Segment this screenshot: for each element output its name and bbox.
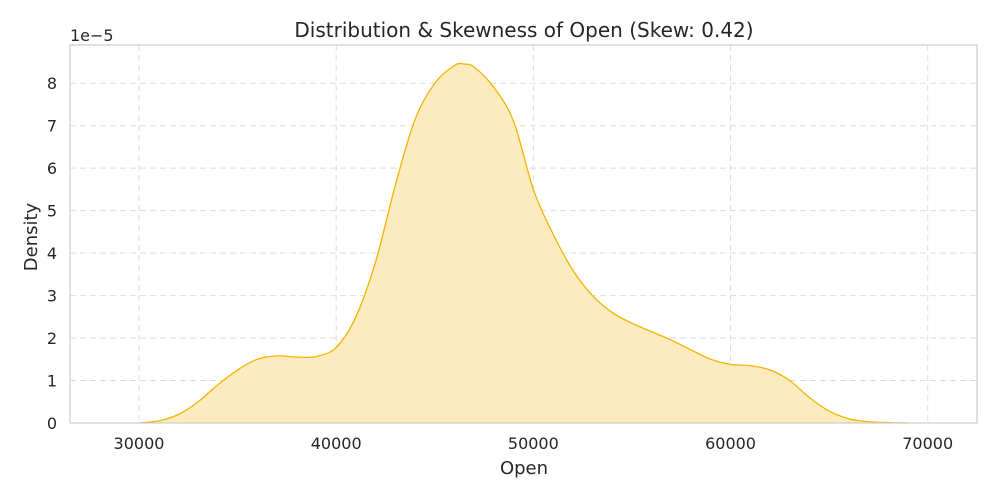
density-series [138, 62, 909, 424]
y-tick-label: 7 [47, 117, 57, 136]
y-tick-label: 8 [47, 74, 57, 93]
x-axis-label: Open [500, 458, 548, 479]
x-axis-ticks: 30000 40000 50000 60000 70000 [114, 434, 954, 453]
y-tick-label: 1 [47, 372, 57, 391]
y-axis-label: Density [21, 202, 42, 271]
y-tick-label: 0 [47, 414, 57, 433]
x-tick-label: 70000 [902, 434, 953, 453]
y-tick-label: 5 [47, 202, 57, 221]
plot-frame [69, 44, 978, 424]
y-tick-label: 3 [47, 287, 57, 306]
y-tick-label: 4 [47, 244, 57, 263]
y-axis-ticks: 0 1 2 3 4 5 6 7 8 [47, 74, 57, 433]
y-tick-label: 6 [47, 159, 57, 178]
x-tick-label: 50000 [508, 434, 559, 453]
chart-title: Distribution & Skewness of Open (Skew: 0… [294, 18, 753, 42]
x-tick-label: 30000 [114, 434, 165, 453]
x-tick-label: 60000 [705, 434, 756, 453]
x-tick-label: 40000 [311, 434, 362, 453]
y-tick-label: 2 [47, 329, 57, 348]
density-line [138, 62, 909, 424]
density-area [139, 63, 908, 424]
y-offset-label: 1e−5 [70, 26, 114, 45]
